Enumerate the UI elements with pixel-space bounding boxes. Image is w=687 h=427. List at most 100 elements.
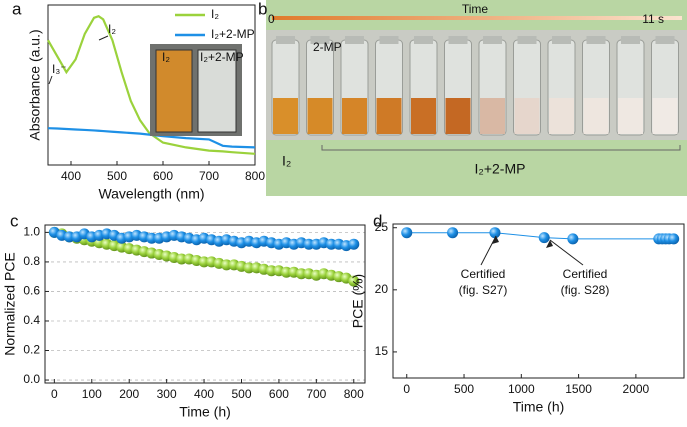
vial-cap [586, 36, 606, 44]
panel-label: b [258, 0, 267, 18]
annotation: Certified [461, 267, 506, 281]
time-bar [272, 16, 682, 20]
x-tick-label: 500 [107, 169, 127, 183]
time-end: 11 s [642, 12, 664, 26]
liquid [376, 98, 402, 134]
y-tick-label: 0.2 [23, 343, 40, 357]
left-label: I₂ [282, 153, 291, 169]
photo-panel: b Time 0 11 s 2-MP I₂ I₂+2-MP [258, 0, 687, 196]
vial-cap [276, 36, 295, 44]
point [348, 238, 360, 250]
x-tick-label: 800 [344, 387, 364, 401]
x-tick-label: 500 [454, 382, 474, 396]
liquid [307, 98, 333, 134]
x-tick-label: 1500 [565, 382, 592, 396]
y-tick-label: 20 [375, 282, 389, 296]
annotation-arrow [549, 239, 584, 266]
point [489, 227, 501, 239]
annotation-arrow [480, 235, 497, 266]
annotation-arrow [48, 75, 53, 85]
reagent-label: 2-MP [313, 40, 342, 54]
vial-cap [448, 36, 468, 44]
point [401, 227, 413, 239]
point [668, 233, 680, 245]
vial-cap [414, 36, 433, 44]
y-tick-label: 1.0 [23, 225, 40, 239]
vial-cap [655, 36, 675, 44]
arrow-head [492, 236, 499, 244]
annotation: Certified [563, 267, 608, 281]
liquid [652, 98, 678, 134]
liquid [411, 98, 436, 134]
plot-frame [47, 4, 256, 166]
annotation: (fig. S28) [561, 283, 610, 297]
y-tick-label: 25 [375, 220, 389, 234]
liquid [342, 98, 367, 134]
x-tick-label: 700 [199, 169, 219, 183]
liquid [273, 98, 298, 134]
vial-cap [552, 36, 571, 44]
y-tick-label: 0.6 [23, 284, 40, 298]
x-axis-title: Time (h) [179, 404, 231, 420]
x-tick-label: 400 [194, 387, 214, 401]
x-tick-label: 0 [51, 387, 58, 401]
y-axis-title: Absorbance (a.u.) [27, 29, 43, 140]
annotation: (fig. S27) [459, 283, 508, 297]
liquid [480, 98, 505, 134]
time-start: 0 [268, 12, 275, 26]
right-label: I₂+2-MP [475, 161, 526, 177]
x-tick-label: 200 [119, 387, 139, 401]
x-tick-label: 400 [61, 169, 81, 183]
x-tick-label: 0 [403, 382, 410, 396]
legend-label: I₂ [211, 7, 219, 21]
x-tick-label: 2000 [623, 382, 650, 396]
liquid [583, 98, 609, 134]
y-axis-title: PCE (%) [350, 274, 366, 328]
x-tick-label: 800 [245, 169, 265, 183]
x-tick-label: 100 [82, 387, 102, 401]
liquid [445, 98, 471, 134]
inset-vial [197, 49, 237, 133]
panel-label: d [373, 211, 382, 230]
x-tick-label: 600 [153, 169, 173, 183]
y-tick-label: 0.8 [23, 254, 40, 268]
plot-frame [392, 223, 685, 379]
liquid [514, 98, 540, 134]
x-tick-label: 300 [157, 387, 177, 401]
vial-cap [517, 36, 537, 44]
x-tick-label: 700 [306, 387, 326, 401]
x-tick-label: 500 [231, 387, 251, 401]
y-tick-label: 0.0 [23, 372, 40, 386]
plot-frame [44, 224, 366, 384]
point [447, 227, 459, 239]
panel-label: c [10, 211, 19, 230]
time-label: Time [462, 2, 489, 16]
vial-cap [621, 36, 640, 44]
panel-label: a [12, 0, 22, 18]
annotation: I₃⁻ [52, 62, 67, 76]
y-tick-label: 0.4 [23, 313, 40, 327]
inset-label: I₂ [162, 50, 170, 64]
vial-cap [310, 36, 330, 44]
series-line [47, 14, 256, 155]
liquid [618, 98, 643, 134]
x-tick-label: 600 [269, 387, 289, 401]
x-axis-title: Wavelength (nm) [98, 186, 204, 202]
point [567, 233, 579, 245]
legend-label: I₂+2-MP [211, 27, 255, 41]
annotation-arrow [98, 35, 109, 41]
y-tick-label: 15 [375, 344, 389, 358]
inset-vial [155, 49, 193, 133]
vial-cap [483, 36, 502, 44]
vial-cap [379, 36, 399, 44]
point [348, 275, 360, 287]
annotation: I₂ [108, 22, 116, 36]
series-line [47, 127, 256, 149]
inset-label: I₂+2-MP [200, 50, 244, 64]
x-tick-label: 1000 [508, 382, 535, 396]
arrow-head [546, 240, 553, 248]
x-axis-title: Time (h) [513, 399, 565, 415]
y-axis-title: Normalized PCE [2, 252, 18, 355]
vial-cap [345, 36, 364, 44]
